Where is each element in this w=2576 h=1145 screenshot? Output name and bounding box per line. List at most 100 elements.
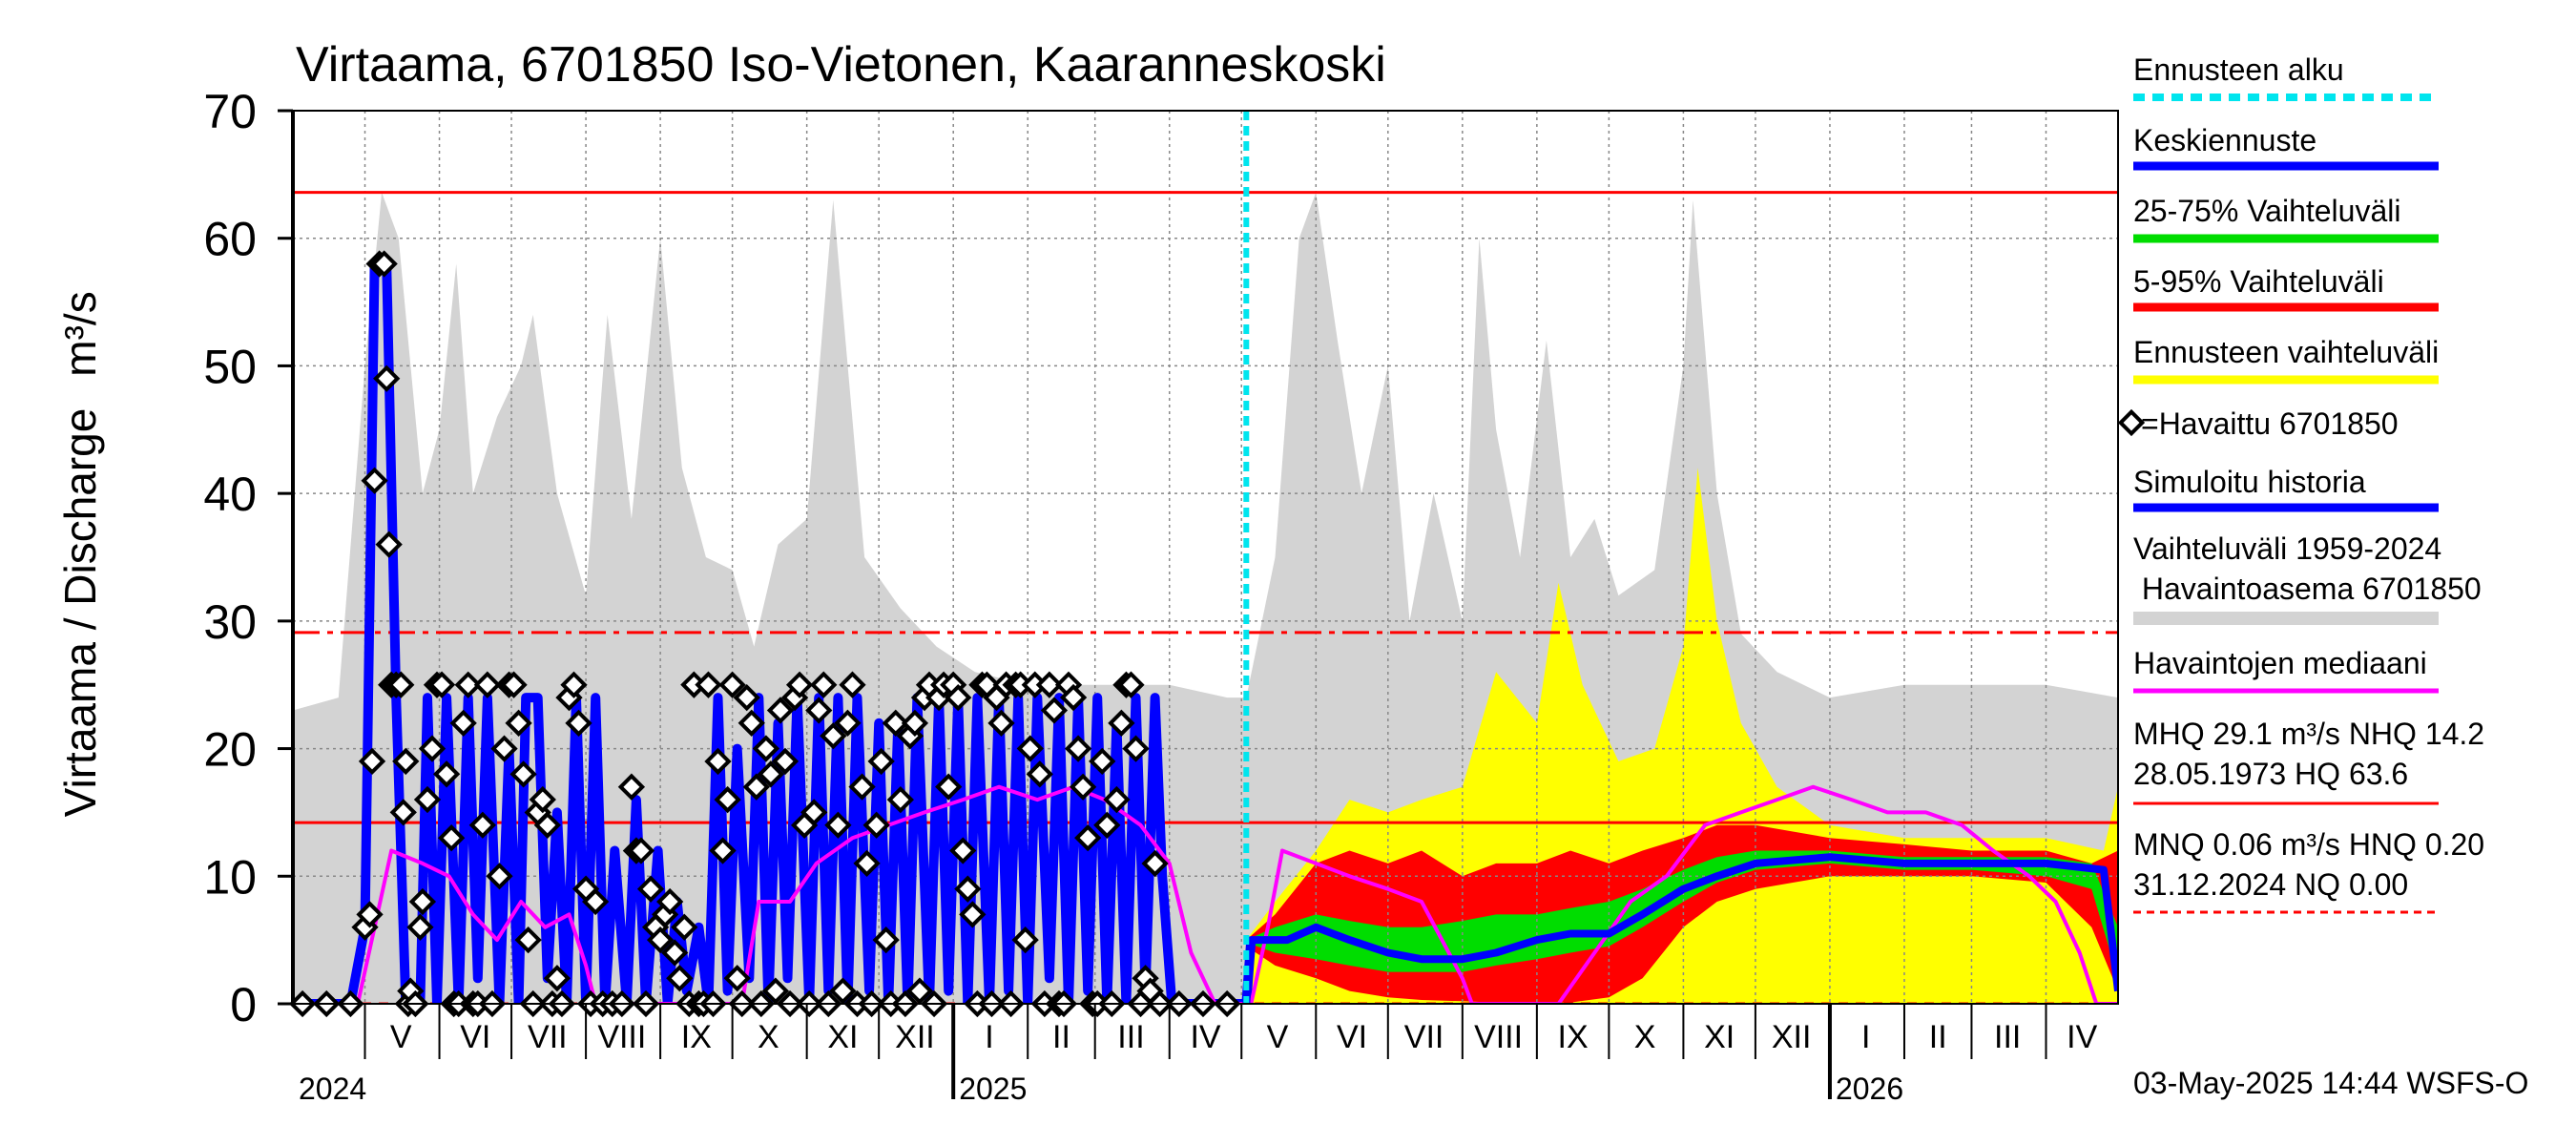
observed-point xyxy=(1026,760,1053,788)
observed-point xyxy=(853,849,881,878)
observed-point xyxy=(935,773,963,801)
observed-point xyxy=(473,671,502,698)
observed-point xyxy=(375,531,403,558)
observed-point xyxy=(529,785,556,814)
x-month-label: IX xyxy=(681,1019,712,1055)
legend-stats-line-1: MHQ 29.1 m³/s NHQ 14.2 xyxy=(2133,717,2484,751)
observed-point xyxy=(1074,824,1102,852)
line-keskiennuste xyxy=(1242,853,2118,1004)
observed-point xyxy=(901,709,929,737)
legend-hist-range-label-2: Havaintoasema 6701850 xyxy=(2133,572,2482,606)
y-tick-label: 20 xyxy=(203,723,257,777)
observed-point xyxy=(1069,773,1097,801)
observed-point xyxy=(1064,735,1092,762)
observed-point xyxy=(413,785,442,814)
observed-point xyxy=(582,887,610,916)
x-month-label: XI xyxy=(1704,1019,1735,1055)
legend-mean-forecast-label: Keskiennuste xyxy=(2133,123,2316,157)
x-month-label: III xyxy=(1994,1019,2021,1055)
observed-point xyxy=(829,977,857,1005)
x-month-label: III xyxy=(1117,1019,1144,1055)
x-month-label: I xyxy=(985,1019,993,1055)
observed-point xyxy=(356,901,384,928)
x-month-label: VIII xyxy=(1474,1019,1523,1055)
observed-point xyxy=(468,811,497,839)
observed-point xyxy=(1040,697,1069,724)
observed-point xyxy=(680,671,708,698)
observed-point xyxy=(392,747,420,776)
legend-range-5-95-label: 5-95% Vaihteluväli xyxy=(2133,264,2384,299)
observed-point xyxy=(661,939,689,967)
observed-point xyxy=(834,709,862,737)
observed-point xyxy=(954,875,982,903)
legend-forecast-range-label: Ennusteen vaihteluväli xyxy=(2133,335,2439,369)
y-tick-label: 60 xyxy=(203,213,257,266)
observed-point xyxy=(695,671,722,698)
x-month-label: XI xyxy=(827,1019,858,1055)
legend-stats-line-2: 28.05.1973 HQ 63.6 xyxy=(2133,757,2408,791)
observed-point xyxy=(1089,747,1116,776)
observed-point xyxy=(882,709,909,737)
observed-point xyxy=(862,811,890,839)
x-year-label: 2025 xyxy=(959,1072,1027,1106)
y-axis-label: Virtaama / Discharge xyxy=(55,408,105,818)
x-month-label: IV xyxy=(2067,1019,2097,1055)
chart-title: Virtaama, 6701850 Iso-Vietonen, Kaaranne… xyxy=(296,37,1386,93)
x-month-label: X xyxy=(758,1019,779,1055)
observed-point xyxy=(656,887,684,916)
observed-point xyxy=(886,785,914,814)
observed-point xyxy=(543,965,571,992)
x-month-label: XII xyxy=(1772,1019,1812,1055)
legend-median-label: Havaintojen mediaani xyxy=(2133,646,2427,680)
observed-point xyxy=(432,760,461,788)
legend-stats-line-3: MNQ 0.06 m³/s HNQ 0.20 xyxy=(2133,827,2484,862)
observed-point xyxy=(1016,735,1044,762)
observed-point xyxy=(839,671,866,698)
observed-point xyxy=(714,785,741,814)
observed-point xyxy=(449,709,477,737)
x-month-label: II xyxy=(1052,1019,1070,1055)
legend-range-25-75-label: 25-75% Vaihteluväli xyxy=(2133,194,2400,228)
observed-point xyxy=(1117,671,1145,698)
observed-point xyxy=(1007,671,1034,698)
observed-point xyxy=(733,683,760,712)
observed-point xyxy=(704,747,732,776)
observed-point xyxy=(785,671,814,698)
observed-point xyxy=(514,926,542,954)
observed-point xyxy=(810,671,838,698)
observed-point xyxy=(490,735,518,762)
observed-point xyxy=(752,735,780,762)
observed-point xyxy=(406,913,434,941)
x-month-label: I xyxy=(1861,1019,1870,1055)
observed-point xyxy=(1093,811,1121,839)
observed-point xyxy=(766,697,795,724)
observed-point xyxy=(771,747,800,776)
series-lines xyxy=(293,111,2118,1004)
observed-point xyxy=(671,913,698,941)
y-tick-label: 0 xyxy=(230,978,257,1031)
observed-point xyxy=(533,811,561,839)
y-axis-unit: m³/s xyxy=(55,291,105,376)
x-month-label: VII xyxy=(528,1019,568,1055)
observed-point xyxy=(757,760,785,788)
observed-point xyxy=(560,671,588,698)
legend-hist-range-label-1: Vaihteluväli 1959-2024 xyxy=(2133,531,2441,566)
x-month-label: VI xyxy=(1337,1019,1367,1055)
observed-point xyxy=(1011,926,1039,954)
x-month-label: VII xyxy=(1404,1019,1444,1055)
observed-point xyxy=(500,671,528,698)
observed-point xyxy=(617,773,646,801)
line-simuloitu-historia xyxy=(293,259,1257,1004)
y-tick-label: 40 xyxy=(203,468,257,521)
observed-point xyxy=(1059,683,1088,712)
observed-point xyxy=(361,467,388,494)
observed-point xyxy=(408,887,437,916)
observed-point xyxy=(800,799,828,826)
observed-point xyxy=(1021,671,1049,698)
observed-point xyxy=(1122,735,1150,762)
observed-point xyxy=(1103,785,1131,814)
x-month-label: VI xyxy=(460,1019,490,1055)
observed-point xyxy=(737,709,765,737)
observed-point xyxy=(718,671,746,698)
